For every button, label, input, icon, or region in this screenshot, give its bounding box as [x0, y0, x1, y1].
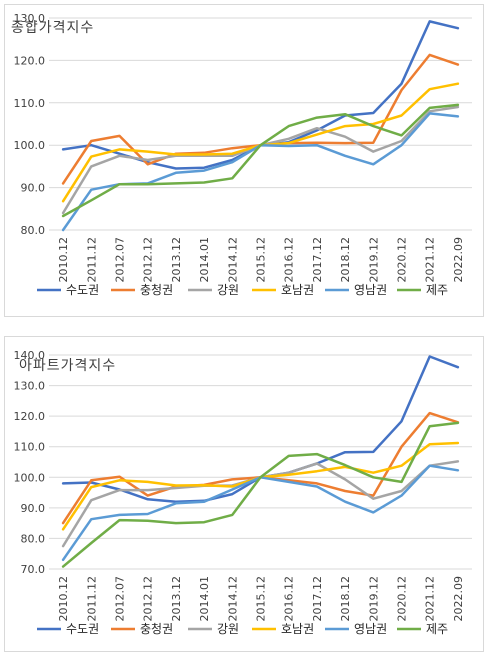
legend-label: 영남권 [354, 622, 387, 636]
x-tick-label: 2011.12 [85, 576, 98, 622]
x-tick-label: 2014.12 [226, 576, 239, 622]
x-tick-label: 2017.12 [311, 576, 324, 622]
x-tick-label: 2015.12 [255, 237, 268, 283]
x-tick-label: 2014.01 [198, 576, 211, 622]
chart-apartment-price-index: 70.0 80.0 90.0 100.0 110.0 120.0 130.0 140.0 아파트… [4, 336, 484, 652]
y-tick-label: 70.0 [21, 563, 46, 576]
x-tick-label: 2010.12 [57, 237, 70, 283]
legend-item: 수도권 [37, 283, 99, 297]
legend-item: 제주 [397, 283, 448, 297]
x-tick-label: 2022.09 [452, 576, 465, 622]
x-tick-label: 2014.12 [226, 237, 239, 283]
x-tick-label: 2010.12 [57, 576, 70, 622]
y-tick-label: 140.0 [14, 349, 46, 362]
legend-item: 영남권 [325, 283, 387, 297]
legend-item: 충청권 [111, 283, 173, 297]
series-line-3 [61, 441, 460, 531]
series-line-2 [61, 460, 460, 548]
legend-label: 제주 [426, 283, 448, 297]
y-tick-label: 110.0 [14, 97, 46, 110]
y-tick-label: 90.0 [21, 502, 46, 515]
x-tick-label: 2022.09 [452, 237, 465, 283]
x-tick-label: 2012.07 [114, 576, 127, 622]
series-line-1 [61, 411, 460, 525]
x-tick-label: 2012.07 [114, 237, 127, 283]
chart-title: 아파트가격지수 [19, 358, 116, 374]
legend-label: 영남권 [354, 283, 387, 297]
legend-item: 강원 [188, 283, 239, 297]
x-tick-label: 2012.12 [142, 237, 155, 283]
series-line-4 [61, 112, 460, 232]
legend-item: 충청권 [111, 622, 173, 636]
y-tick-label: 130.0 [14, 12, 46, 25]
y-tick-label: 130.0 [14, 380, 46, 393]
legend-label: 충청권 [140, 622, 173, 636]
legend-item: 호남권 [252, 283, 314, 297]
x-tick-label: 2014.01 [198, 237, 211, 283]
x-tick-label: 2019.12 [367, 576, 380, 622]
y-tick-label: 120.0 [14, 54, 46, 67]
chart-composite-price-index: 80.0 90.0 100.0 110.0 120.0 130.0 종합가격지수 2010.1… [4, 4, 484, 317]
y-tick-label: 100.0 [14, 139, 46, 152]
legend-label: 수도권 [66, 622, 99, 636]
y-tick-label: 80.0 [21, 532, 46, 545]
legend-item: 수도권 [37, 622, 99, 636]
y-tick-label: 100.0 [14, 471, 46, 484]
x-tick-label: 2013.12 [170, 237, 183, 283]
x-tick-label: 2020.12 [396, 576, 409, 622]
y-tick-label: 90.0 [21, 182, 46, 195]
chart-svg: 70.0 80.0 90.0 100.0 110.0 120.0 130.0 140.0아파트… [14, 349, 472, 636]
x-tick-label: 2016.12 [283, 237, 296, 283]
legend-label: 호남권 [281, 622, 314, 636]
x-tick-label: 2015.12 [255, 576, 268, 622]
series-line-5 [61, 103, 460, 218]
x-tick-label: 2019.12 [367, 237, 380, 283]
x-tick-label: 2017.12 [311, 237, 324, 283]
x-tick-label: 2020.12 [396, 237, 409, 283]
x-tick-label: 2021.12 [424, 237, 437, 283]
x-tick-label: 2018.12 [339, 576, 352, 622]
legend-item: 강원 [188, 622, 239, 636]
legend-label: 강원 [217, 283, 239, 297]
legend-item: 제주 [397, 622, 448, 636]
y-tick-label: 80.0 [21, 224, 46, 237]
legend-label: 호남권 [281, 283, 314, 297]
series-line-2 [61, 105, 460, 215]
legend-label: 제주 [426, 622, 448, 636]
x-tick-label: 2016.12 [283, 576, 296, 622]
y-tick-label: 110.0 [14, 441, 46, 454]
y-tick-label: 120.0 [14, 410, 46, 423]
chart-title: 종합가격지수 [11, 20, 94, 36]
legend-item: 영남권 [325, 622, 387, 636]
series-line-1 [61, 53, 460, 185]
x-tick-label: 2011.12 [85, 237, 98, 283]
legend-label: 강원 [217, 622, 239, 636]
x-tick-label: 2012.12 [142, 576, 155, 622]
legend-label: 충청권 [140, 283, 173, 297]
x-tick-label: 2021.12 [424, 576, 437, 622]
x-tick-label: 2013.12 [170, 576, 183, 622]
legend-item: 호남권 [252, 622, 314, 636]
series-line-5 [61, 421, 460, 568]
x-tick-label: 2018.12 [339, 237, 352, 283]
legend-label: 수도권 [66, 283, 99, 297]
